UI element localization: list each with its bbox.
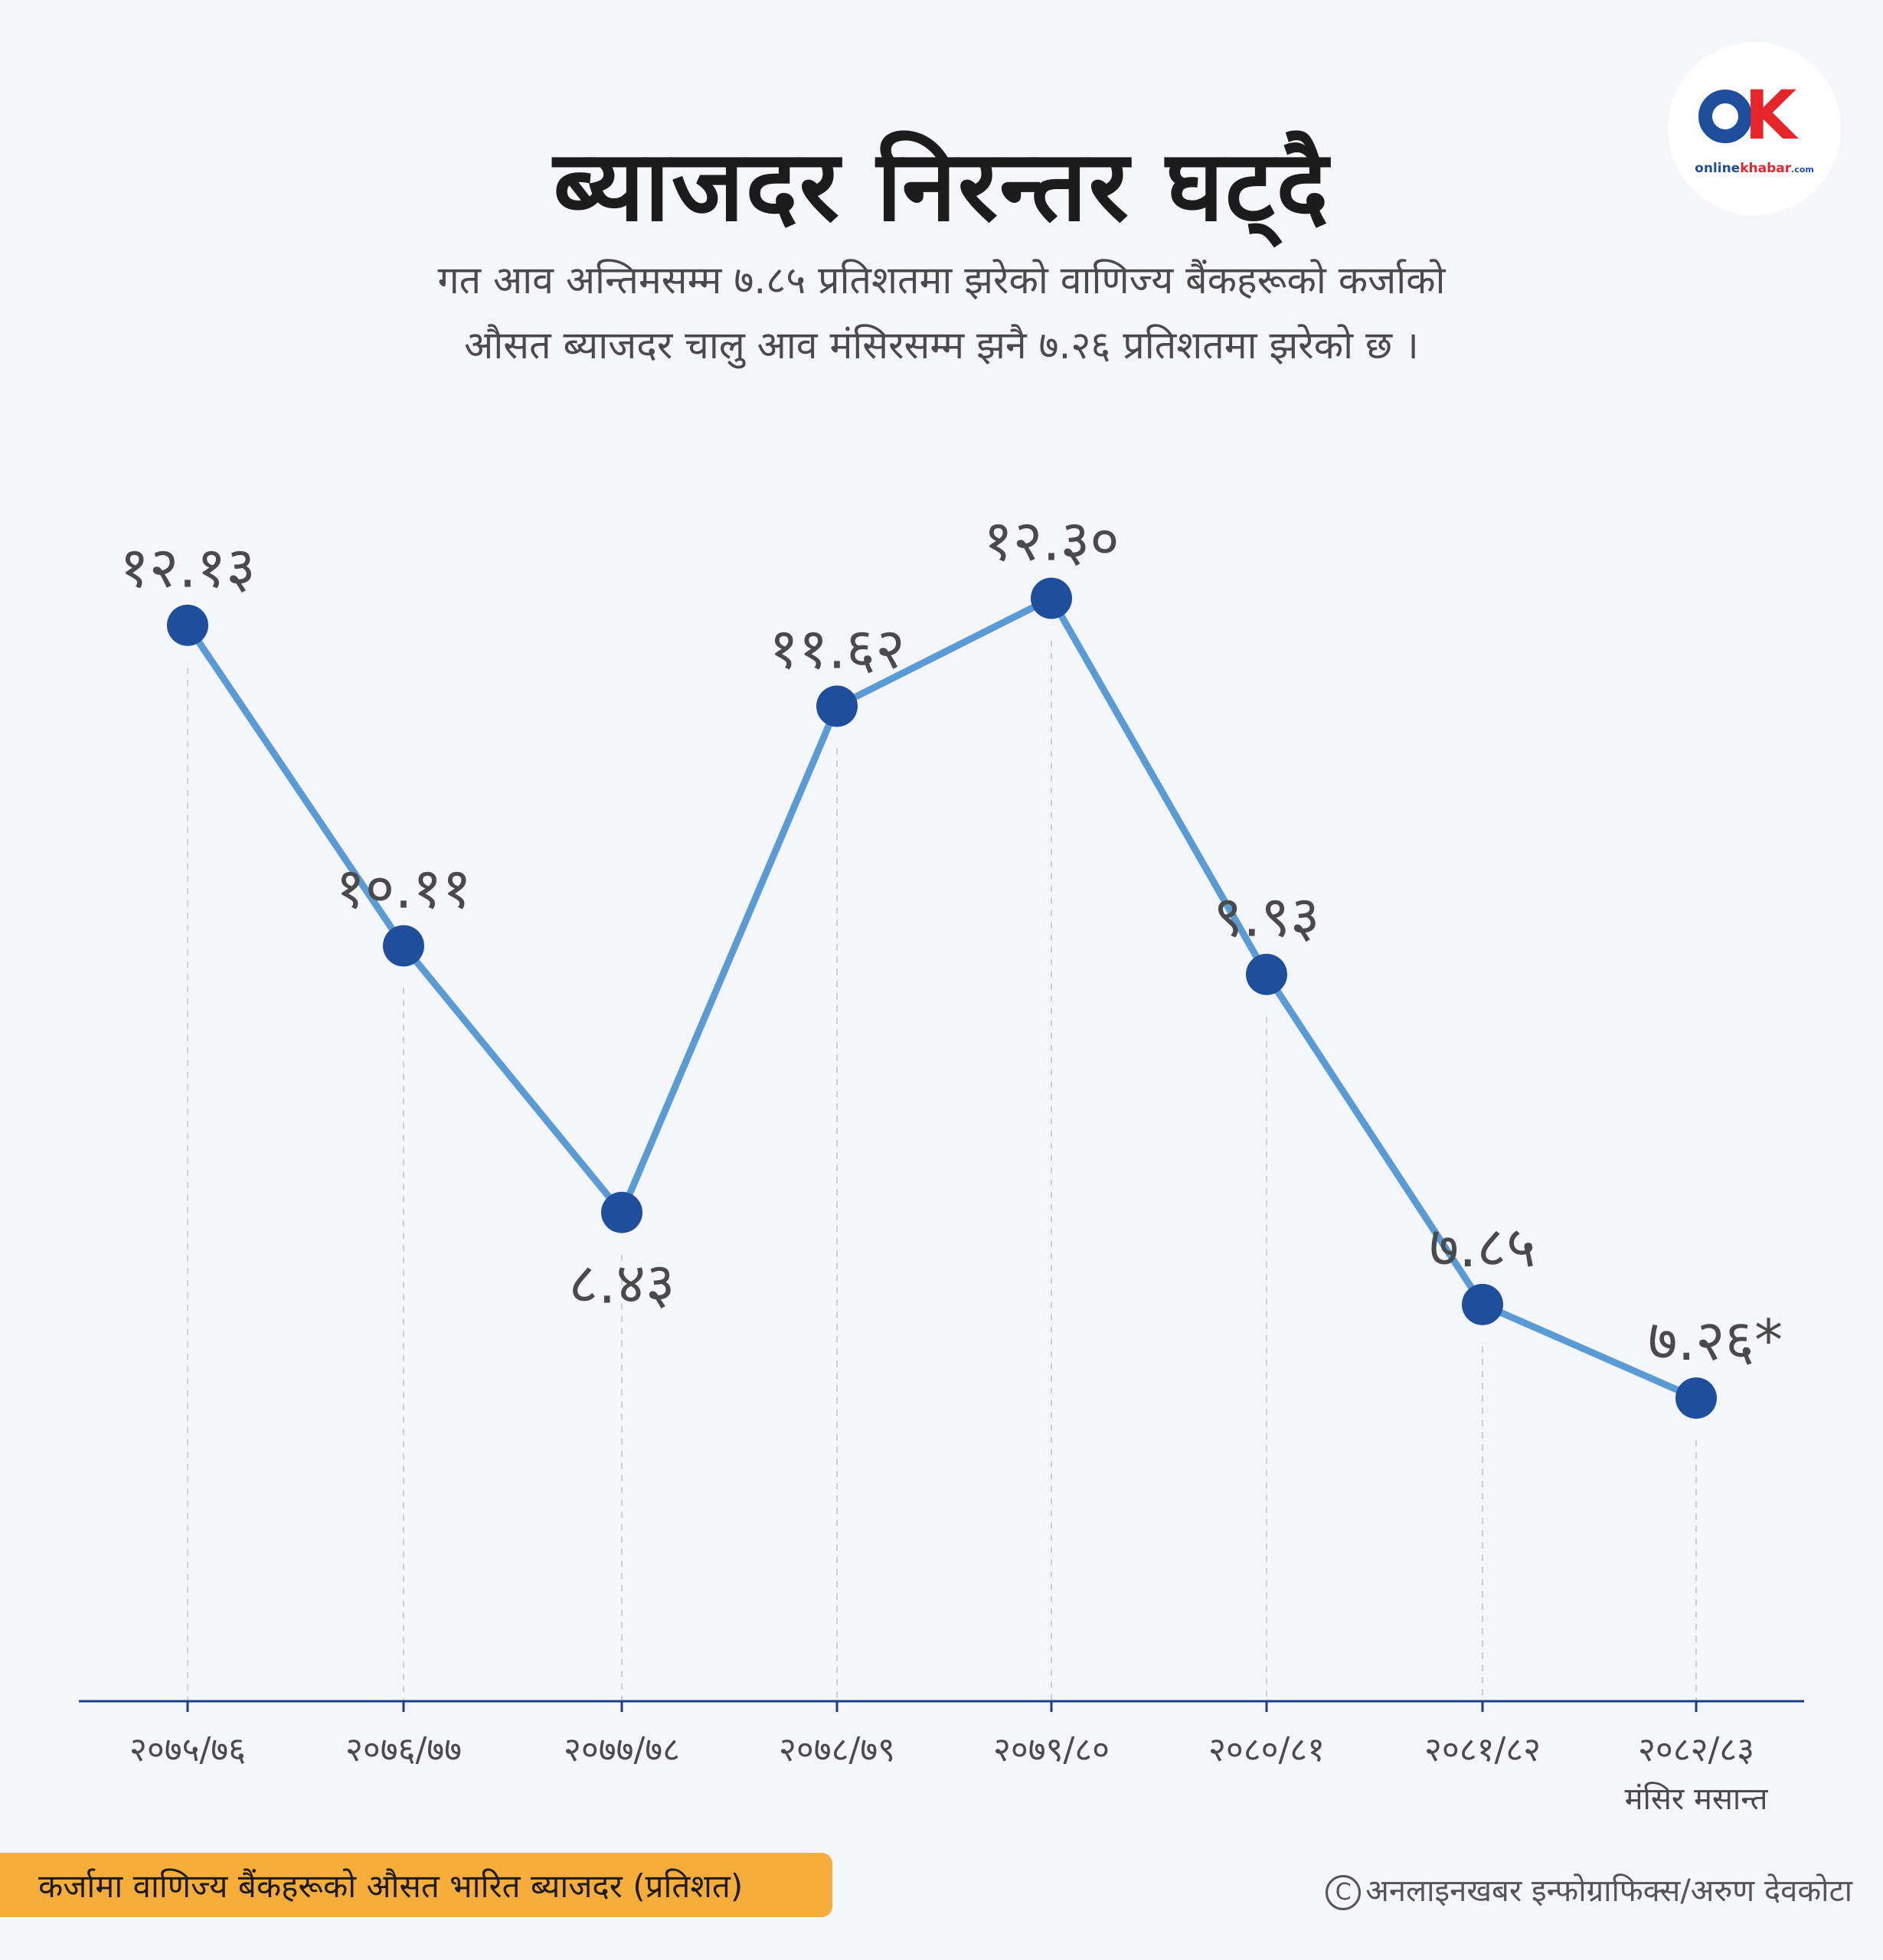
legend-label: कर्जामा वाणिज्य बैंकहरूको औसत भारित ब्या… bbox=[38, 1867, 744, 1905]
x-tick-label: २०८१/८२ bbox=[1424, 1730, 1541, 1769]
data-label: ८.४३ bbox=[569, 1251, 675, 1317]
data-point bbox=[601, 1191, 642, 1233]
data-point bbox=[1031, 577, 1072, 619]
x-tick-label: २०७८/७९ bbox=[779, 1730, 895, 1769]
x-tick-label: २०७५/७६ bbox=[129, 1730, 246, 1769]
data-point bbox=[167, 604, 208, 646]
data-point bbox=[1246, 953, 1287, 995]
onlinekhabar-logo: K onlinekhabar.com bbox=[1668, 42, 1841, 215]
logo-wordmark: onlinekhabar.com bbox=[1668, 161, 1841, 176]
data-point bbox=[383, 925, 424, 967]
x-tick-label: २०७९/८० bbox=[993, 1730, 1110, 1769]
data-label: १२.१३ bbox=[119, 535, 255, 601]
data-label: १२.३० bbox=[983, 508, 1119, 573]
data-label: ७.२६* bbox=[1648, 1308, 1783, 1374]
x-tick-label: २०७६/७७ bbox=[345, 1730, 462, 1769]
credit-line: C अनलाइनखबर इन्फोग्राफिक्स/अरुण देवकोटा bbox=[1326, 1868, 1852, 1910]
logo-o-mark bbox=[1698, 90, 1752, 143]
logo-k-mark: K bbox=[1744, 76, 1797, 155]
credit-text: अनलाइनखबर इन्फोग्राफिक्स/अरुण देवकोटा bbox=[1365, 1873, 1852, 1909]
chart-subtitle-line-1: गत आव अन्तिमसम्म ७.८५ प्रतिशतमा झरेको वा… bbox=[437, 258, 1446, 302]
copyright-icon: C bbox=[1326, 1875, 1362, 1910]
x-tick-note: मंसिर मसान्त bbox=[1625, 1782, 1769, 1817]
data-label: ७.८५ bbox=[1430, 1214, 1536, 1280]
logo-brand-accent: khabar bbox=[1740, 161, 1792, 176]
chart-subtitle-line-2: औसत ब्याजदर चालु आव मंसिरसम्म झनै ७.२६ प… bbox=[464, 323, 1419, 368]
data-point bbox=[1462, 1283, 1503, 1325]
logo-brand-main: online bbox=[1695, 161, 1741, 176]
data-point bbox=[816, 685, 858, 727]
x-tick-label: २०८०/८१ bbox=[1208, 1730, 1325, 1769]
logo-brand-suffix: .com bbox=[1791, 165, 1814, 175]
legend-box: कर्जामा वाणिज्य बैंकहरूको औसत भारित ब्या… bbox=[0, 1853, 832, 1917]
x-tick-label: २०८२/८३ bbox=[1638, 1730, 1754, 1769]
series-line bbox=[184, 594, 1700, 1402]
data-label: १०.११ bbox=[335, 855, 471, 921]
data-label: ९.९३ bbox=[1214, 884, 1320, 950]
data-point bbox=[1675, 1377, 1717, 1419]
data-label: ११.६२ bbox=[769, 616, 904, 681]
x-tick-label: २०७७/७८ bbox=[564, 1730, 680, 1769]
chart-title: ब्याजदर निरन्तर घट्दै bbox=[553, 129, 1330, 243]
